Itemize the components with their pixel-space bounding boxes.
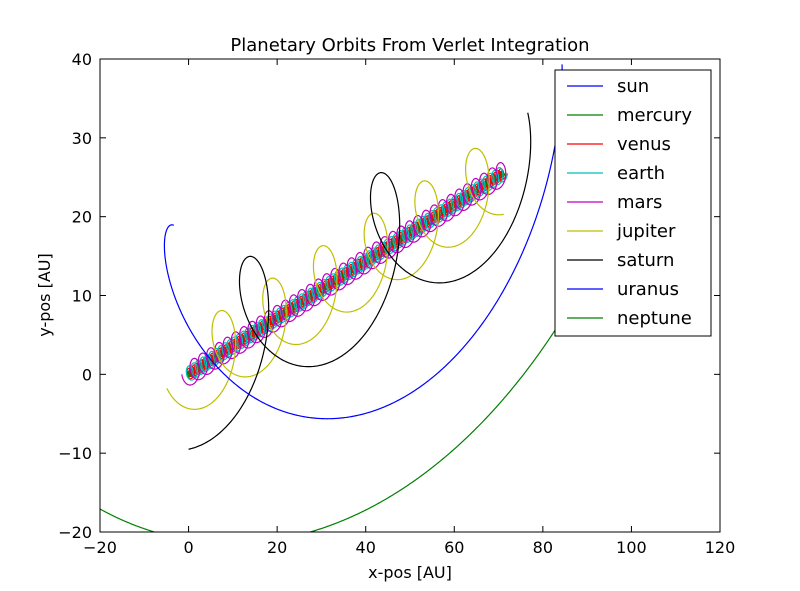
x-tick-label: 100 — [616, 538, 647, 557]
x-axis-title: x-pos [AU] — [368, 563, 452, 582]
legend-box — [554, 69, 712, 337]
legend: sun mercury venus earth mars jupiter saturn ura… — [554, 69, 712, 337]
y-tick-label: −20 — [58, 523, 92, 542]
legend-label-mercury: mercury — [617, 105, 692, 126]
legend-label-saturn: saturn — [617, 250, 674, 271]
legend-label-uranus: uranus — [617, 279, 679, 300]
legend-label-mars: mars — [617, 192, 662, 213]
series-line-mars — [181, 162, 507, 386]
legend-label-neptune: neptune — [617, 308, 692, 329]
legend-label-venus: venus — [617, 134, 671, 155]
y-tick-label: 10 — [72, 287, 92, 306]
x-tick-label: 20 — [267, 538, 287, 557]
ticks-layer: −20 0 20 40 60 80 100 120 −20 −10 0 10 20 30 40 — [58, 50, 735, 557]
series-line-saturn — [188, 112, 532, 450]
legend-label-sun: sun — [617, 76, 649, 97]
series-line-earth — [185, 166, 509, 381]
series-line-jupiter — [166, 147, 504, 410]
y-tick-label: 0 — [82, 365, 92, 384]
y-tick-label: −10 — [58, 444, 92, 463]
x-tick-label: 0 — [183, 538, 193, 557]
y-tick-label: 40 — [72, 50, 92, 69]
legend-label-earth: earth — [617, 163, 665, 184]
y-tick-label: 20 — [72, 208, 92, 227]
x-tick-label: 60 — [444, 538, 464, 557]
x-tick-label: 80 — [533, 538, 553, 557]
x-tick-label: 40 — [356, 538, 376, 557]
x-tick-label: 120 — [705, 538, 736, 557]
chart-title: Planetary Orbits From Verlet Integration — [230, 35, 589, 56]
series-line-uranus — [163, 64, 563, 420]
legend-label-jupiter: jupiter — [616, 221, 676, 242]
x-tick-label: −20 — [83, 538, 117, 557]
y-tick-label: 30 — [72, 129, 92, 148]
y-axis-title: y-pos [AU] — [35, 253, 54, 336]
